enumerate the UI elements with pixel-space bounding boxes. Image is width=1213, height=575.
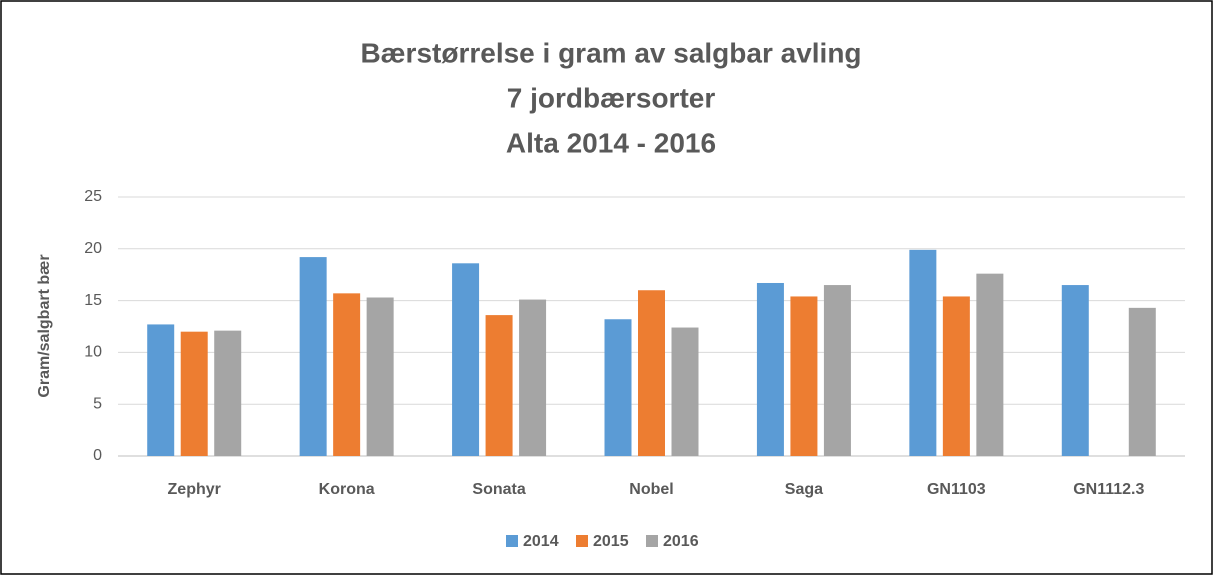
legend-label: 2015: [593, 533, 629, 550]
chart-title: Bærstørrelse i gram av salgbar avling: [360, 37, 861, 68]
legend-swatch: [506, 535, 518, 547]
bar: [756, 282, 784, 456]
bar: [976, 273, 1004, 456]
bar: [485, 315, 513, 456]
bar: [942, 296, 970, 456]
bar: [333, 293, 361, 456]
chart-title: Alta 2014 - 2016: [506, 127, 716, 158]
x-tick-label: GN1103: [927, 481, 986, 498]
y-tick-label: 5: [93, 395, 102, 412]
bar: [214, 330, 242, 456]
chart-title: 7 jordbærsorter: [507, 82, 716, 113]
bar: [452, 263, 480, 456]
y-tick-label: 20: [84, 240, 102, 257]
bar: [604, 319, 632, 456]
y-tick-label: 0: [93, 447, 102, 464]
legend-label: 2014: [523, 533, 559, 550]
bar: [638, 290, 665, 456]
bar: [519, 299, 547, 456]
bar: [366, 297, 394, 456]
legend-swatch: [576, 535, 588, 547]
x-tick-label: GN1112.3: [1073, 481, 1144, 498]
bar: [1128, 307, 1156, 456]
bar: [299, 257, 327, 456]
x-tick-label: Sonata: [472, 481, 525, 498]
legend-label: 2016: [663, 533, 699, 550]
y-tick-label: 15: [84, 292, 102, 309]
y-axis-label: Gram/salgbart bær: [36, 254, 53, 397]
bar: [823, 285, 851, 456]
legend-swatch: [646, 535, 658, 547]
bar: [147, 324, 175, 456]
y-tick-label: 25: [84, 188, 102, 205]
x-tick-label: Zephyr: [168, 481, 221, 498]
x-tick-label: Nobel: [629, 481, 673, 498]
bar: [790, 296, 818, 456]
x-tick-label: Saga: [785, 481, 823, 498]
bar: [1061, 285, 1089, 456]
y-tick-label: 10: [84, 344, 102, 361]
bar: [671, 327, 699, 456]
x-tick-label: Korona: [319, 481, 375, 498]
bar: [180, 331, 208, 456]
bar: [909, 249, 937, 456]
